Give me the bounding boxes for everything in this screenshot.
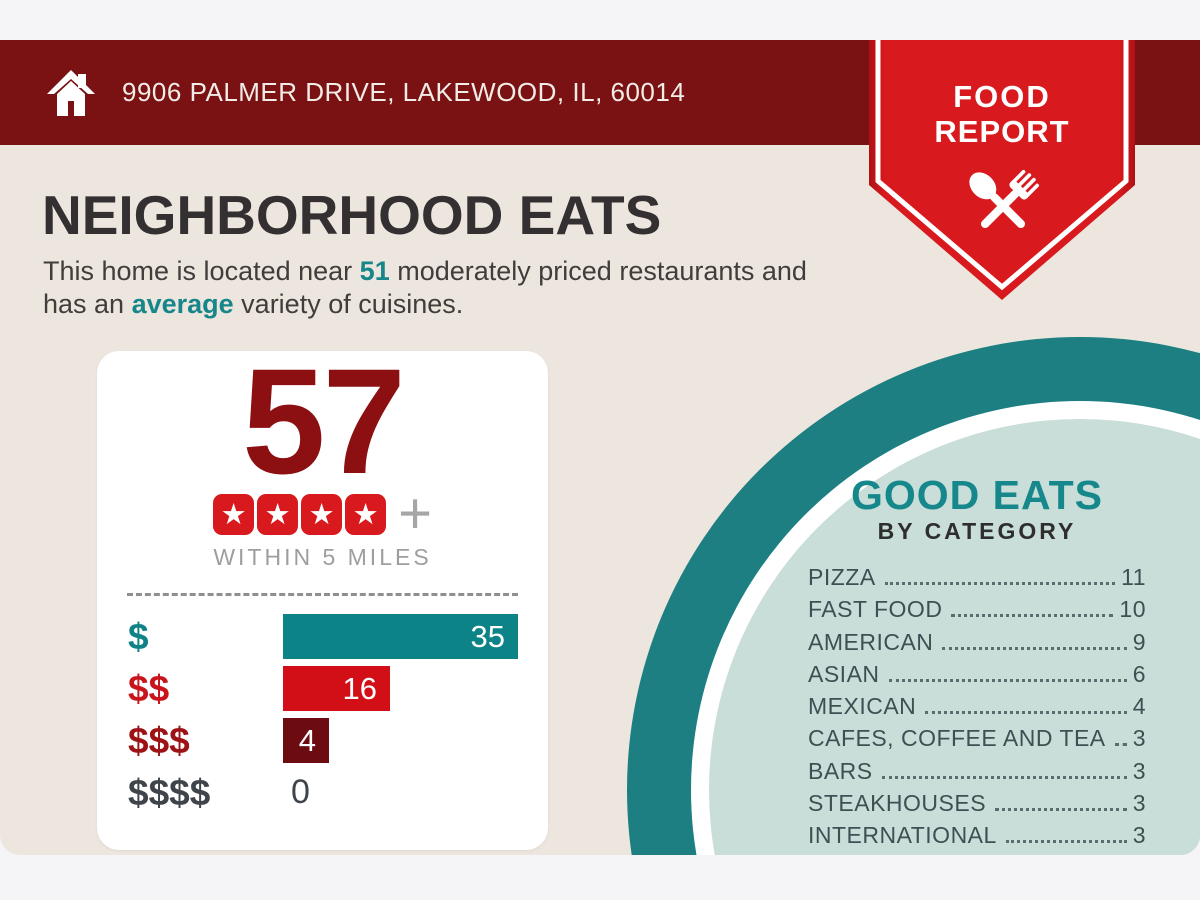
price-bar-track: 16 [283,666,548,711]
category-label: INTERNATIONAL [808,822,997,849]
price-bar-track: 35 [283,614,548,659]
category-label: FAST FOOD [808,596,943,623]
category-value: 4 [1132,693,1146,720]
price-tier-label: $ [128,615,149,657]
within-miles-caption: WITHIN 5 MILES [213,544,432,570]
price-tier-label: $$ [128,667,170,709]
ribbon-title: FOOD REPORT [869,79,1135,149]
spoon-fork-icon [969,170,1039,229]
price-bar: 16 [283,666,390,711]
category-value: 11 [1121,564,1146,590]
dotted-leader [995,808,1127,812]
ribbon-title-line2: REPORT [934,113,1070,149]
dotted-leader [881,775,1127,779]
star-icon: ★ [257,493,299,535]
restaurant-count: 51 [359,256,390,286]
intro-text: This home is located near 51 moderately … [43,255,843,321]
price-bar-row: $$ 16 [128,666,548,711]
price-bar: 35 [283,614,518,659]
score-card: 57 ★ ★ ★ ★ + WITHIN 5 MILES $35 $$ 16 $$$ 4 $$$$ 0 [97,337,548,850]
dotted-leader [888,678,1127,682]
category-value: 3 [1132,725,1146,752]
category-value: 6 [1132,660,1146,687]
category-list: PIZZA 11 FAST FOOD 10 AMERICAN 9 ASIAN 6 MEXICAN… [808,564,1146,855]
price-bar-track: 0 [283,770,548,815]
dotted-leader [942,646,1127,650]
food-report-ribbon: FOOD REPORT [869,40,1135,302]
category-value: 10 [1119,596,1146,623]
category-label: STEAKHOUSES [808,790,987,817]
category-label: CAFES, COFFEE AND TEA [808,725,1106,752]
price-bar-value: 0 [291,773,310,811]
home-icon [47,69,95,116]
variety-highlight: average [131,288,234,319]
category-label: AMERICAN [808,628,934,655]
category-value: 9 [1132,628,1146,655]
plus-sign: + [398,481,432,546]
category-row: ASIAN 6 [808,661,1146,693]
price-bar-value: 4 [298,722,316,758]
price-tier-label: $$$$ [128,771,211,813]
page-title: NEIGHBORHOOD EATS [42,184,662,246]
star-icon: ★ [301,493,343,535]
category-row: CAFES, COFFEE AND TEA 3 [808,725,1146,757]
category-row: INTERNATIONAL 3 [808,822,1146,854]
dotted-leader [1005,840,1127,844]
property-address: 9906 PALMER DRIVE, LAKEWOOD, IL, 60014 [122,77,686,107]
price-bar-row: $$$ 4 [128,718,548,763]
price-bar-row: $35 [128,614,548,659]
dotted-leader [884,582,1116,585]
category-value: 3 [1132,790,1146,817]
category-label: ASIAN [808,660,880,687]
food-report-infographic: 9906 PALMER DRIVE, LAKEWOOD, IL, 60014 N… [0,40,1200,855]
category-row: MEXICAN 4 [808,693,1146,725]
intro-text-part1: This home is located near [43,256,360,286]
intro-text-part4: variety of cuisines. [233,288,464,319]
price-bar-row: $$$$ 0 [128,770,548,815]
category-panel-subtitle: BY CATEGORY [877,518,1077,544]
ribbon-banner-shape [869,40,1135,300]
category-label: BARS [808,757,873,784]
restaurant-score: 57 [242,337,406,505]
star-icon: ★ [345,493,387,535]
price-bar-value: 35 [470,618,505,654]
category-value: 3 [1132,757,1146,784]
dotted-leader [1114,743,1127,747]
price-bar: 4 [283,718,329,763]
star-icon: ★ [213,493,255,535]
price-bar-track: 4 [283,718,548,763]
category-row: STEAKHOUSES 3 [808,790,1146,822]
intro-text-part2: moderately priced restaurants and [389,256,807,286]
dotted-leader [925,711,1127,715]
category-panel: GOOD EATS BY CATEGORY PIZZA 11 FAST FOOD 10… [808,472,1146,855]
price-bar-value: 16 [342,670,377,706]
price-tier-label: $$$ [128,719,190,761]
price-bar-chart: $35 $$ 16 $$$ 4 $$$$ 0 [97,614,548,815]
category-row: FAST FOOD 10 [808,596,1146,628]
category-panel-title: GOOD EATS [851,472,1103,518]
dashed-divider [127,593,518,596]
category-label: PIZZA [808,564,876,590]
category-value: 3 [1132,822,1146,849]
intro-text-part3: has an [43,288,132,319]
category-label: MEXICAN [808,693,917,720]
ribbon-title-line1: FOOD [953,79,1051,114]
category-row: BARS 3 [808,758,1146,790]
dotted-leader [951,614,1114,618]
category-row: AMERICAN 9 [808,629,1146,661]
stars-row: ★ ★ ★ ★ + [97,481,548,546]
category-row: PIZZA 11 [808,564,1146,596]
